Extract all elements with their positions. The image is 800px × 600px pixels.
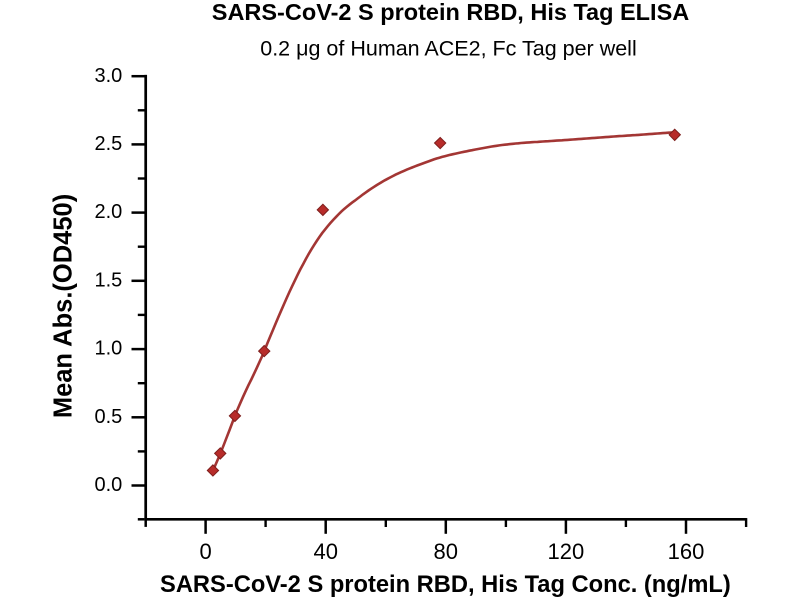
svg-text:40: 40 (313, 539, 337, 564)
svg-text:0.0: 0.0 (94, 474, 122, 496)
svg-text:1.5: 1.5 (94, 269, 122, 291)
svg-text:SARS-CoV-2 S protein RBD, His: SARS-CoV-2 S protein RBD, His Tag Conc. … (160, 572, 731, 598)
svg-text:2.5: 2.5 (94, 133, 122, 155)
svg-text:120: 120 (548, 539, 585, 564)
svg-text:80: 80 (434, 539, 458, 564)
svg-text:0.5: 0.5 (94, 406, 122, 428)
svg-text:160: 160 (668, 539, 705, 564)
svg-text:0.2 μg of Human ACE2, Fc Tag p: 0.2 μg of Human ACE2, Fc Tag per well (260, 37, 636, 61)
svg-text:1.0: 1.0 (94, 338, 122, 360)
svg-text:SARS-CoV-2 S protein RBD, His: SARS-CoV-2 S protein RBD, His Tag ELISA (212, 0, 689, 25)
svg-text:0: 0 (199, 539, 211, 564)
svg-text:Mean Abs.(OD450): Mean Abs.(OD450) (50, 194, 78, 418)
svg-text:2.0: 2.0 (94, 201, 122, 223)
svg-text:3.0: 3.0 (94, 65, 122, 87)
